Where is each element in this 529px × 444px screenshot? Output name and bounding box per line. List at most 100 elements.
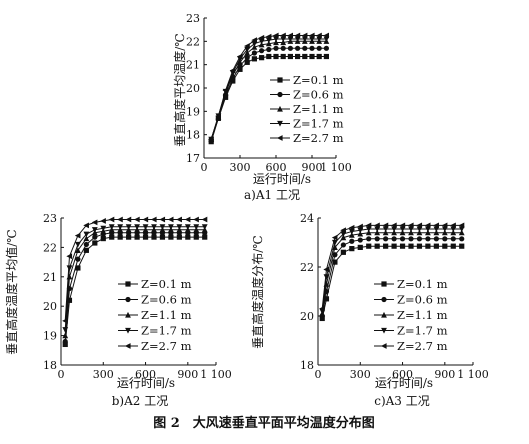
y-axis-label: 垂直高度平均温度/℃ [172, 33, 187, 146]
legend-marker [381, 296, 387, 303]
data-point [193, 216, 199, 223]
data-point [450, 222, 456, 229]
data-point [382, 226, 389, 233]
data-point [75, 241, 81, 248]
data-point [391, 226, 397, 233]
data-point [399, 243, 406, 249]
data-point [332, 259, 338, 265]
data-point [244, 59, 250, 65]
data-point [408, 243, 414, 249]
y-tick-label: 22 [43, 241, 57, 254]
data-point [374, 236, 380, 242]
data-point [301, 36, 308, 43]
data-point [442, 243, 448, 249]
legend-label: Z=2.7 m [141, 339, 192, 353]
x-tick-label: 300 [230, 161, 251, 174]
data-point [416, 229, 423, 236]
data-point [83, 222, 89, 229]
data-point [100, 235, 106, 242]
y-tick-label: 22 [300, 261, 314, 274]
data-point [458, 226, 465, 233]
x-tick-label: 600 [135, 368, 156, 381]
data-point [272, 32, 279, 39]
data-point [125, 224, 132, 230]
legend-marker [125, 311, 131, 318]
data-point [407, 222, 414, 229]
data-point [258, 38, 265, 45]
x-tick-label: 300 [350, 368, 371, 381]
data-point [142, 216, 149, 223]
x-tick-label: 900 [434, 368, 455, 381]
subfigure-caption: b)A2 工况 [112, 394, 168, 408]
data-point [442, 236, 448, 242]
data-point [416, 236, 423, 242]
data-point [83, 241, 89, 248]
data-point [323, 296, 330, 302]
data-point [244, 49, 251, 56]
data-point [159, 224, 166, 230]
data-point [75, 247, 81, 253]
data-point [176, 216, 182, 223]
data-point [323, 53, 329, 60]
data-point [208, 136, 214, 143]
data-point [222, 87, 229, 94]
data-point [237, 66, 243, 72]
data-point [117, 216, 123, 223]
data-point [308, 32, 315, 39]
legend-label: Z=0.1 m [397, 277, 448, 291]
y-tick-label: 22 [186, 35, 200, 48]
data-point [100, 218, 106, 224]
data-point [382, 229, 389, 236]
data-point [66, 297, 73, 303]
data-point [391, 236, 397, 242]
data-point [287, 36, 294, 43]
data-point [441, 229, 448, 236]
data-point [134, 224, 140, 230]
data-point [202, 234, 208, 240]
legend-label: Z=1.7 m [293, 117, 344, 131]
subfigure-caption: a)A1 工况 [244, 188, 300, 202]
data-point [251, 56, 257, 62]
data-point [193, 234, 199, 240]
data-point [287, 53, 293, 60]
data-point [331, 234, 338, 241]
data-point [294, 36, 301, 43]
legend-label: Z=1.1 m [397, 308, 448, 322]
y-tick-label: 19 [43, 330, 57, 343]
data-point [399, 226, 406, 233]
data-point [91, 219, 98, 226]
legend-marker [277, 91, 283, 98]
data-point [259, 48, 265, 54]
data-point [458, 229, 465, 236]
data-point [383, 243, 389, 249]
x-tick-label: 0 [315, 368, 322, 381]
data-point [374, 226, 381, 233]
data-point [309, 53, 315, 60]
data-point [176, 234, 182, 240]
data-point [273, 53, 279, 60]
y-tick-label: 18 [300, 359, 314, 372]
data-point [108, 224, 115, 230]
data-point [425, 243, 431, 249]
data-point [391, 229, 397, 236]
data-point [159, 216, 166, 223]
legend-marker [124, 343, 131, 349]
data-point [357, 223, 363, 230]
data-point [301, 32, 308, 39]
legend-marker [125, 327, 131, 334]
data-point [83, 231, 90, 238]
data-point [425, 226, 431, 233]
data-point [383, 236, 389, 242]
y-axis-label: 垂直高度温度分布/℃ [250, 235, 265, 348]
legend-marker [276, 135, 283, 141]
data-point [273, 45, 279, 51]
data-point [273, 39, 279, 46]
data-point [309, 45, 315, 51]
legend-label: Z=1.7 m [141, 324, 192, 338]
data-point [316, 53, 322, 60]
legend-label: Z=1.1 m [293, 102, 344, 116]
y-tick-label: 18 [186, 129, 200, 142]
data-point [433, 226, 440, 233]
